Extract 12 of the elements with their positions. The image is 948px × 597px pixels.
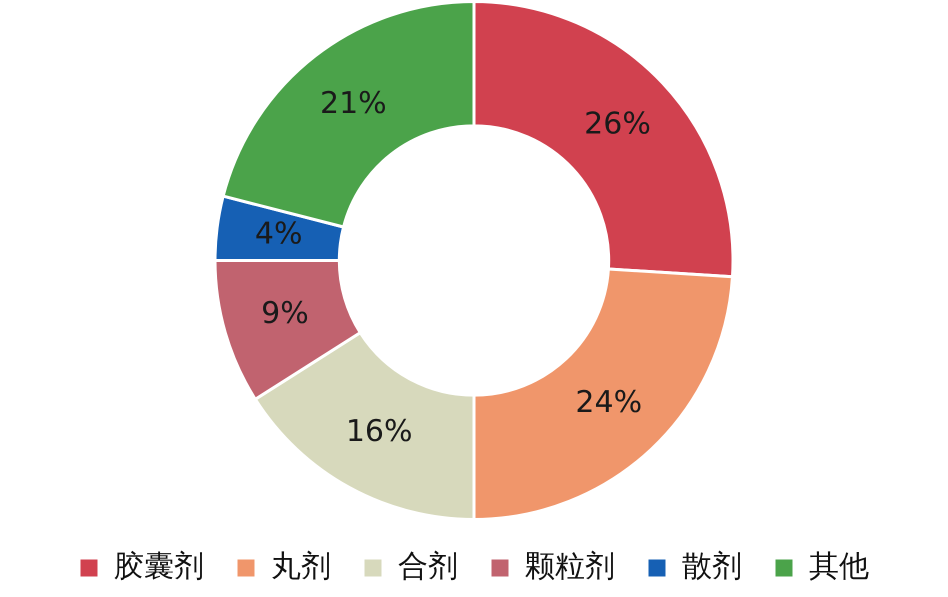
data-label: 24% <box>575 384 642 420</box>
legend-label: 胶囊剂 <box>114 548 204 584</box>
legend-label: 合剂 <box>398 548 458 584</box>
data-label: 21% <box>320 86 387 121</box>
data-label: 16% <box>346 414 413 449</box>
data-label: 4% <box>254 216 303 252</box>
data-label: 26% <box>584 106 651 142</box>
legend-label: 散剂 <box>682 548 742 584</box>
data-label: 9% <box>261 296 309 332</box>
legend-label: 丸剂 <box>271 548 331 584</box>
legend-label: 颗粒剂 <box>525 548 615 584</box>
legend-label: 其他 <box>809 548 869 584</box>
